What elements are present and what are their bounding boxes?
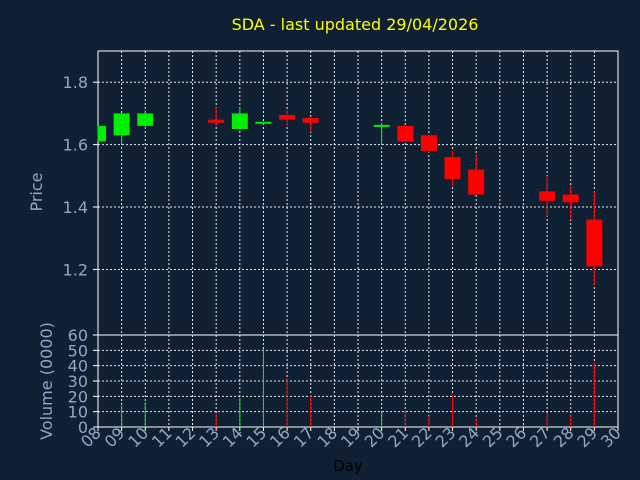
candle	[97, 125, 106, 142]
price-tick-label: 1.8	[63, 73, 88, 92]
candle-body	[98, 125, 106, 142]
candlesticks	[97, 107, 603, 286]
candle-body	[302, 118, 319, 123]
candle-body	[255, 121, 272, 124]
candle-body	[444, 157, 461, 179]
candle	[113, 113, 130, 145]
volume-axis-title: Volume (0000)	[37, 322, 56, 440]
candle-body	[279, 114, 296, 120]
candle	[231, 107, 248, 130]
candle-body	[539, 191, 556, 201]
candle-body	[231, 113, 248, 130]
candle	[302, 116, 319, 133]
candle	[539, 175, 556, 217]
price-axis-title: Price	[27, 172, 46, 211]
volume-tick-label: 50	[68, 341, 88, 360]
candle-body	[586, 219, 603, 267]
candle-body	[562, 194, 579, 203]
price-tick-label: 1.4	[63, 198, 88, 217]
candle	[397, 125, 414, 142]
candle	[279, 110, 296, 126]
candle	[420, 135, 437, 153]
candle	[562, 185, 579, 220]
volume-tick-label: 60	[68, 326, 88, 345]
candle-body	[373, 124, 390, 127]
price-axis: 1.2 1.4 1.6 1.8	[63, 73, 98, 279]
candle	[373, 122, 390, 145]
candle	[444, 150, 461, 186]
candle	[255, 121, 272, 125]
candle	[586, 191, 603, 286]
volume-bars	[121, 348, 595, 427]
chart-title: SDA - last updated 29/04/2026	[232, 15, 479, 34]
candle-body	[420, 135, 437, 151]
day-axis: 0809101112131415161718192021222324252627…	[77, 423, 625, 451]
candle-body	[397, 125, 414, 142]
price-tick-label: 1.6	[63, 136, 88, 155]
candle-body	[208, 119, 225, 123]
candle-body	[468, 169, 485, 195]
candle	[137, 110, 154, 130]
volume-tick-label: 40	[68, 357, 88, 376]
candle	[208, 107, 225, 126]
volume-tick-label: 10	[68, 403, 88, 422]
volume-tick-label: 30	[68, 372, 88, 391]
candle-body	[137, 113, 154, 126]
candle-body	[113, 113, 130, 136]
candle	[468, 153, 485, 195]
volume-tick-label: 20	[68, 387, 88, 406]
price-tick-label: 1.2	[63, 260, 88, 279]
day-axis-title: Day	[333, 457, 363, 475]
volume-tick-label: 0	[78, 418, 88, 437]
